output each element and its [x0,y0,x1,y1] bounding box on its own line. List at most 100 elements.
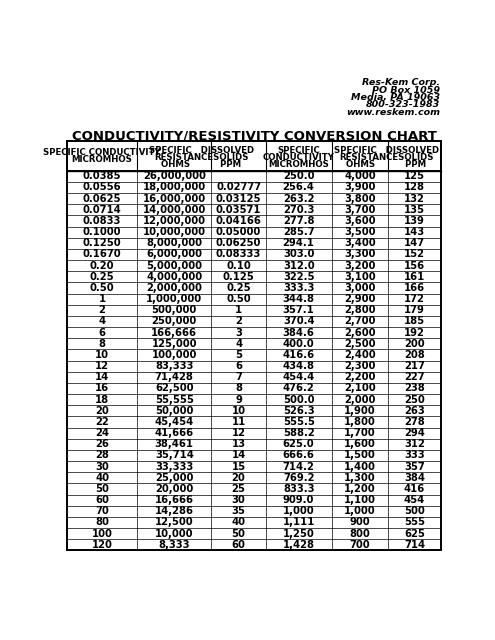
Text: 125: 125 [404,172,425,181]
Text: 0.125: 0.125 [223,272,254,282]
Text: 14: 14 [232,451,246,460]
Text: 217: 217 [404,361,425,371]
Text: CONDUCTIVITY/RESISTIVITY CONVERSION CHART: CONDUCTIVITY/RESISTIVITY CONVERSION CHAR… [72,129,437,142]
Text: 1,800: 1,800 [344,417,376,427]
Text: 16,666: 16,666 [155,495,194,505]
Text: 4,000,000: 4,000,000 [146,272,202,282]
Text: 800: 800 [349,529,370,539]
Bar [67,271,441,282]
Text: 0.25: 0.25 [226,283,251,293]
Text: 357.1: 357.1 [283,305,314,316]
Bar [67,216,441,227]
Text: 2,600: 2,600 [344,328,376,338]
Text: SPECIFIC   DISSOLVED: SPECIFIC DISSOLVED [334,146,439,155]
Text: 278: 278 [404,417,425,427]
Text: 179: 179 [404,305,425,316]
Text: 312.0: 312.0 [283,260,314,271]
Text: 10,000: 10,000 [155,529,194,539]
Text: 3,100: 3,100 [344,272,376,282]
Text: 12: 12 [232,428,246,438]
Text: 500.0: 500.0 [283,395,314,404]
Text: 0.1000: 0.1000 [83,227,121,237]
Bar [67,495,441,506]
Text: 40: 40 [95,473,109,483]
Text: 6: 6 [235,361,242,371]
Text: 147: 147 [404,238,425,248]
Text: 28: 28 [95,451,109,460]
Text: 700: 700 [349,540,370,550]
Text: 250,000: 250,000 [151,316,197,326]
Bar [67,249,441,260]
Text: 294: 294 [404,428,425,438]
Text: 120: 120 [92,540,113,550]
Text: 833.3: 833.3 [283,484,314,494]
Text: 26,000,000: 26,000,000 [143,172,206,181]
Text: 3,700: 3,700 [344,205,376,215]
Text: 769.2: 769.2 [283,473,314,483]
Text: 35: 35 [232,506,246,516]
Text: 22: 22 [96,417,109,427]
Bar [67,394,441,405]
Text: 526.3: 526.3 [283,406,314,416]
Text: 625: 625 [404,529,425,539]
Bar [67,405,441,417]
Bar [67,204,441,216]
Text: 50: 50 [95,484,109,494]
Bar [67,260,441,271]
Text: 344.8: 344.8 [283,294,315,304]
Bar [67,506,441,517]
Text: 192: 192 [404,328,425,338]
Text: 125,000: 125,000 [151,339,197,349]
Text: 143: 143 [404,227,425,237]
Bar [67,227,441,237]
Text: 3: 3 [235,328,242,338]
Text: 8: 8 [99,339,105,349]
Text: 166: 166 [404,283,425,293]
Text: MICROMHOS: MICROMHOS [72,156,133,164]
Text: 8,333: 8,333 [158,540,190,550]
Text: RESISTANCESOLIDS: RESISTANCESOLIDS [154,153,248,162]
Text: 1,300: 1,300 [344,473,376,483]
Text: 11: 11 [232,417,246,427]
Text: 1,428: 1,428 [283,540,315,550]
Text: SPECIFIC: SPECIFIC [277,146,320,155]
Text: 3,900: 3,900 [344,182,376,193]
Text: 303.0: 303.0 [283,250,314,259]
Text: 416: 416 [404,484,425,494]
Text: 3,200: 3,200 [344,260,376,271]
Text: 200: 200 [404,339,425,349]
Bar [67,338,441,349]
Text: 1,900: 1,900 [344,406,376,416]
Text: 1,250: 1,250 [283,529,314,539]
Text: 10,000,000: 10,000,000 [143,227,206,237]
Text: 357: 357 [404,461,425,472]
Text: 555.5: 555.5 [283,417,315,427]
Bar [67,428,441,438]
Text: 3,000: 3,000 [344,283,376,293]
Text: 135: 135 [404,205,425,215]
Text: OHMS          PPM: OHMS PPM [161,160,242,169]
Text: 1,500: 1,500 [344,451,376,460]
Text: 0.10: 0.10 [226,260,251,271]
Text: 2,500: 2,500 [344,339,376,349]
Bar [67,305,441,316]
Text: 1,200: 1,200 [344,484,376,494]
Text: 0.25: 0.25 [90,272,114,282]
Text: 41,666: 41,666 [154,428,194,438]
Text: 1,000: 1,000 [283,506,314,516]
Bar [67,417,441,428]
Text: 256.4: 256.4 [283,182,315,193]
Text: www.reskem.com: www.reskem.com [346,108,440,116]
Text: OHMS          PPM: OHMS PPM [346,160,426,169]
Text: 3,600: 3,600 [344,216,376,226]
Text: 0.03125: 0.03125 [216,194,261,204]
Text: SPECIFIC CONDUCTIVITY: SPECIFIC CONDUCTIVITY [44,148,161,157]
Text: 263: 263 [404,406,425,416]
Text: 666.6: 666.6 [283,451,315,460]
Text: 1: 1 [235,305,242,316]
Text: 185: 185 [404,316,425,326]
Text: 20: 20 [232,473,246,483]
Text: 100: 100 [92,529,113,539]
Text: 312: 312 [404,439,425,449]
Text: 38,461: 38,461 [155,439,194,449]
